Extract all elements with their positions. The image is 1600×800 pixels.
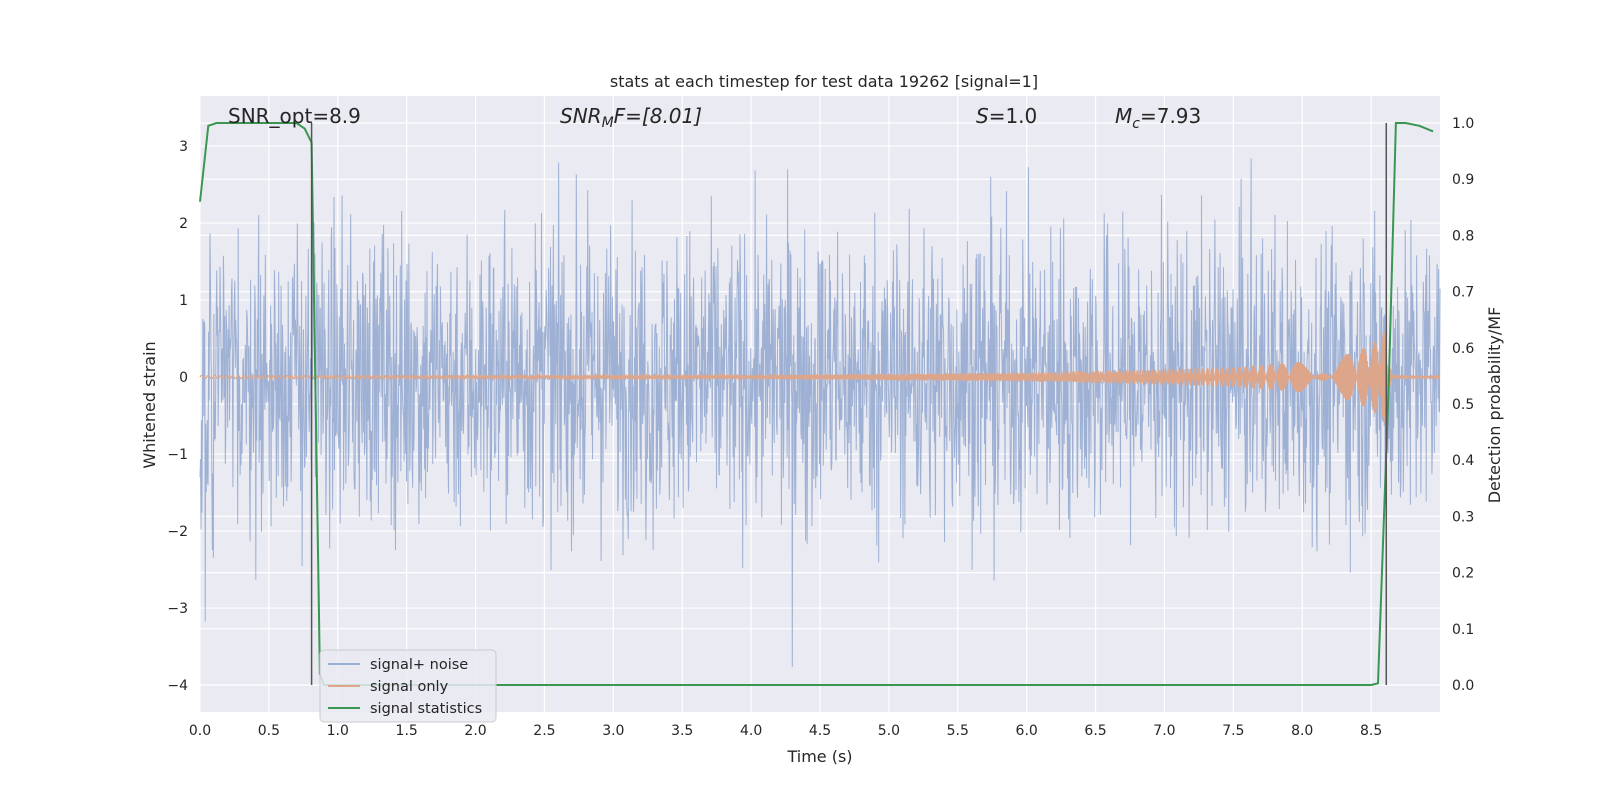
y2-tick-label: 0.9 — [1452, 172, 1474, 188]
y-ticks: −4 −3 −2 −1 0 1 2 3 — [167, 139, 188, 694]
y2-tick-label: 0.6 — [1452, 341, 1474, 357]
y2-tick-label: 0.8 — [1452, 228, 1474, 244]
annotation-mc: Mc=7.93 — [1115, 104, 1201, 132]
x-tick-label: 5.0 — [878, 723, 900, 739]
y-tick-label: 2 — [179, 216, 188, 232]
x-tick-label: 4.5 — [809, 723, 831, 739]
annotation-snr-mf: SNRMF=[8.01] — [560, 104, 702, 131]
y2-tick-label: 0.0 — [1452, 678, 1474, 694]
y2-tick-label: 0.1 — [1452, 622, 1474, 638]
x-tick-label: 6.0 — [1016, 723, 1038, 739]
legend-label-noise: signal+ noise — [370, 657, 468, 673]
x-tick-label: 2.0 — [464, 723, 486, 739]
y-axis-label: Whitened strain — [140, 341, 159, 468]
x-tick-label: 5.5 — [947, 723, 969, 739]
y-tick-label: −1 — [167, 447, 188, 463]
x-tick-label: 1.5 — [396, 723, 418, 739]
annotation-s: S=1.0 — [976, 104, 1037, 128]
x-tick-label: 7.0 — [1153, 723, 1175, 739]
legend-label-signal: signal only — [370, 679, 449, 695]
legend: signal+ noise signal only signal statist… — [319, 649, 497, 723]
x-tick-label: 3.5 — [671, 723, 693, 739]
y2-tick-label: 0.2 — [1452, 566, 1474, 582]
signal-trace — [199, 331, 1441, 423]
signal-series — [199, 331, 1441, 423]
legend-box — [319, 649, 497, 723]
y2-tick-label: 1.0 — [1452, 116, 1474, 132]
x-tick-label: 4.0 — [740, 723, 762, 739]
x-tick-label: 0.5 — [258, 723, 280, 739]
y2-tick-label: 0.5 — [1452, 397, 1474, 413]
x-tick-label: 7.5 — [1222, 723, 1244, 739]
y2-tick-label: 0.7 — [1452, 285, 1474, 301]
y2-ticks: 0.0 0.1 0.2 0.3 0.4 0.5 0.6 0.7 0.8 0.9 1.0 — [1452, 116, 1474, 694]
y-tick-label: −2 — [167, 524, 188, 540]
x-tick-label: 6.5 — [1084, 723, 1106, 739]
legend-label-stats: signal statistics — [370, 701, 482, 717]
x-tick-label: 0.0 — [189, 723, 211, 739]
y-tick-label: 3 — [179, 139, 188, 155]
y2-tick-label: 0.4 — [1452, 453, 1474, 469]
y2-axis-label: Detection probability/MF — [1485, 307, 1504, 504]
x-tick-label: 8.0 — [1291, 723, 1313, 739]
chart-title: stats at each timestep for test data 192… — [610, 72, 1038, 91]
x-ticks: 0.0 0.5 1.0 1.5 2.0 2.5 3.0 3.5 4.0 4.5 5.0 5.5 6.0 6… — [189, 723, 1382, 739]
x-tick-label: 2.5 — [533, 723, 555, 739]
y2-tick-label: 0.3 — [1452, 509, 1474, 525]
vertical-markers — [310, 122, 1388, 686]
y-tick-label: −4 — [167, 678, 188, 694]
x-tick-label: 3.0 — [602, 723, 624, 739]
annotation-snr-opt: SNR_opt=8.9 — [228, 104, 361, 128]
y-tick-label: −3 — [167, 601, 188, 617]
x-axis-label: Time (s) — [786, 747, 852, 766]
noise-series — [199, 158, 1441, 668]
x-tick-label: 8.5 — [1360, 723, 1382, 739]
y-tick-label: 1 — [179, 293, 188, 309]
y-tick-label: 0 — [179, 370, 188, 386]
noise-trace — [199, 158, 1441, 668]
x-tick-label: 1.0 — [327, 723, 349, 739]
